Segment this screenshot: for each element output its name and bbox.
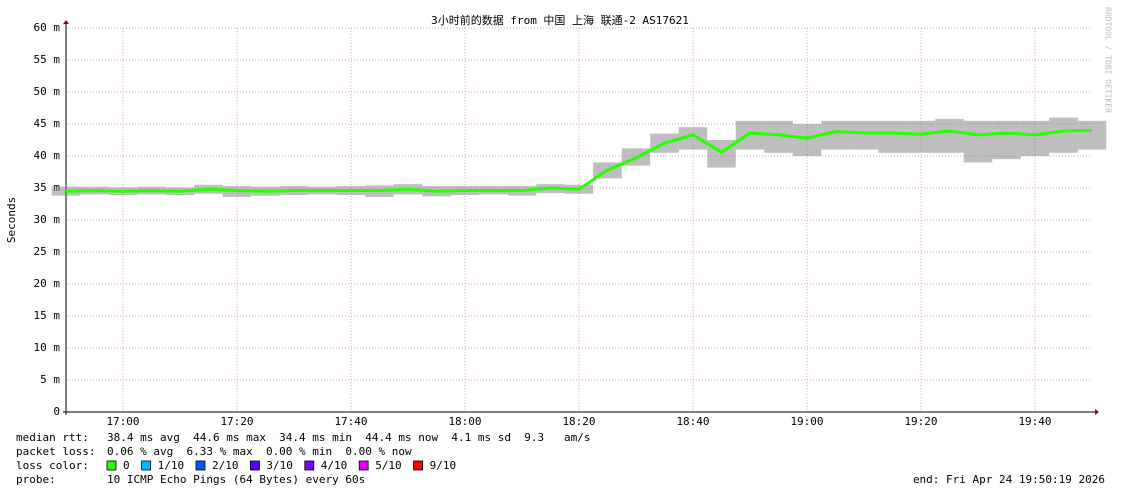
y-tick-label: 55 m (34, 53, 61, 66)
x-tick-label: 19:00 (790, 415, 823, 428)
smoke (1020, 120, 1050, 156)
y-tick-label: 20 m (34, 277, 61, 290)
footer-text: 38.4 ms avg 44.6 ms max 34.4 ms min 44.4… (107, 431, 590, 444)
smoke (849, 120, 879, 150)
y-tick-label: 60 m (34, 21, 61, 34)
y-tick-label: 30 m (34, 213, 61, 226)
smoke (735, 120, 765, 150)
chart-title: 3小时前的数据 from 中国 上海 联通-2 AS17621 (431, 13, 689, 27)
smoke (1049, 117, 1078, 153)
loss-color-label: 9/10 (430, 459, 457, 472)
probe-label: probe: (16, 473, 56, 486)
y-tick-label: 15 m (34, 309, 61, 322)
x-tick-label: 17:20 (220, 415, 253, 428)
probe-text: 10 ICMP Echo Pings (64 Bytes) every 60s (107, 473, 365, 486)
x-tick-label: 17:00 (106, 415, 139, 428)
y-tick-label: 50 m (34, 85, 61, 98)
x-tick-label: 18:40 (676, 415, 709, 428)
loss-swatch (195, 460, 206, 471)
x-tick-label: 18:00 (448, 415, 481, 428)
axis-arrow (63, 20, 69, 24)
x-tick-label: 17:40 (334, 415, 367, 428)
smoke (935, 118, 964, 153)
smoke (678, 127, 708, 150)
loss-swatch (358, 460, 369, 471)
smoke (1077, 120, 1107, 150)
y-tick-label: 25 m (34, 245, 61, 258)
end-time: end: Fri Apr 24 19:50:19 2026 (913, 473, 1105, 486)
footer-label: packet loss: (16, 445, 95, 458)
y-tick-label: 45 m (34, 117, 61, 130)
median-line (65, 128, 1093, 193)
y-tick-label: 10 m (34, 341, 61, 354)
footer-label: median rtt: (16, 431, 89, 444)
watermark: RRDTOOL / TOBI OETIKER (1104, 7, 1113, 113)
loss-color-label: 5/10 (375, 459, 402, 472)
x-tick-label: 18:20 (562, 415, 595, 428)
smoke (51, 186, 81, 196)
loss-swatch (106, 460, 117, 471)
loss-color-label: 0 (123, 459, 130, 472)
x-tick-label: 19:40 (1018, 415, 1051, 428)
loss-swatch (413, 460, 424, 471)
y-axis-label: Seconds (5, 197, 18, 243)
x-tick-label: 19:20 (904, 415, 937, 428)
loss-swatch (249, 460, 260, 471)
loss-label: loss color: (16, 459, 89, 472)
loss-color-label: 3/10 (266, 459, 293, 472)
loss-color-label: 4/10 (321, 459, 348, 472)
loss-color-label: 2/10 (212, 459, 239, 472)
loss-swatch (304, 460, 315, 471)
smoke (906, 120, 936, 153)
axis-arrow (1095, 409, 1099, 415)
loss-swatch (141, 460, 152, 471)
footer-text: 0.06 % avg 6.33 % max 0.00 % min 0.00 % … (107, 445, 412, 458)
smoke (792, 124, 822, 156)
y-tick-label: 5 m (40, 373, 60, 386)
loss-color-label: 1/10 (158, 459, 185, 472)
y-tick-label: 40 m (34, 149, 61, 162)
smoke (878, 120, 907, 153)
smoke (963, 120, 993, 163)
smoke (992, 120, 1021, 160)
y-tick-label: 0 (53, 405, 60, 418)
